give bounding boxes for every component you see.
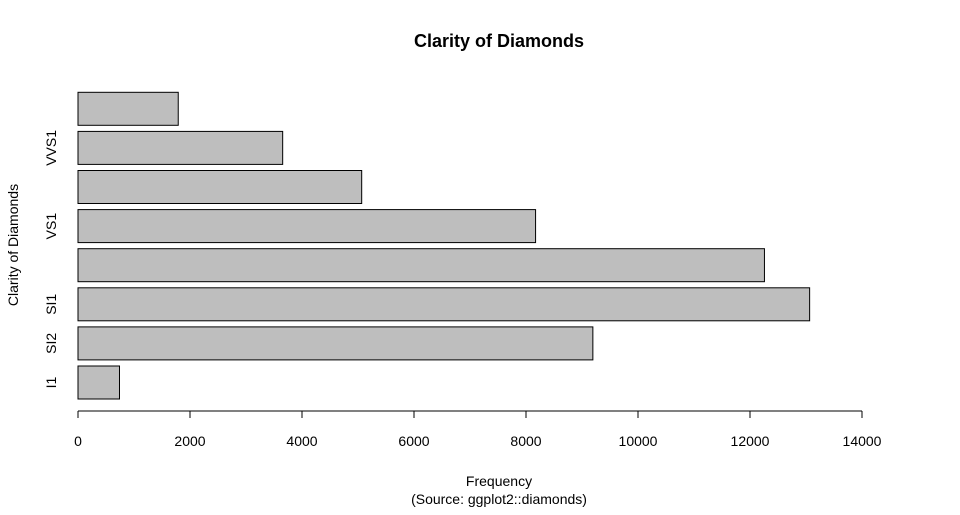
x-tick-label: 0 <box>74 433 82 449</box>
bar-if <box>77 91 179 126</box>
y-tick-label-vs1: VS1 <box>43 213 59 240</box>
chart-title: Clarity of Diamonds <box>414 31 584 51</box>
bar-si2 <box>77 326 594 361</box>
x-tick-label: 6000 <box>398 433 429 449</box>
x-axis-source-note: (Source: ggplot2::diamonds) <box>411 491 587 507</box>
x-axis-label: Frequency <box>466 473 532 489</box>
bar-i1 <box>77 365 120 400</box>
bar-vvs2 <box>77 170 363 204</box>
bar-si1 <box>77 287 811 322</box>
y-tick-label-i1: I1 <box>43 376 59 388</box>
y-axis-label: Clarity of Diamonds <box>5 184 21 306</box>
bar-vvs1 <box>77 130 284 165</box>
x-tick-label: 2000 <box>174 433 205 449</box>
x-axis: 0 2000 4000 6000 8000 10000 12000 14000 <box>74 410 882 449</box>
bar-vs2 <box>77 248 765 283</box>
y-tick-label-si1: SI1 <box>43 294 59 315</box>
x-tick-label: 14000 <box>843 433 882 449</box>
x-tick-label: 10000 <box>619 433 658 449</box>
y-tick-label-vvs1: VVS1 <box>43 130 59 166</box>
x-tick-label: 4000 <box>286 433 317 449</box>
x-tick-label: 8000 <box>510 433 541 449</box>
x-tick-label: 12000 <box>731 433 770 449</box>
y-tick-labels: I1 SI2 SI1 VS1 VVS1 <box>43 130 59 389</box>
y-tick-label-si2: SI2 <box>43 333 59 354</box>
bar-vs1 <box>77 209 537 244</box>
bars-group <box>77 91 811 400</box>
